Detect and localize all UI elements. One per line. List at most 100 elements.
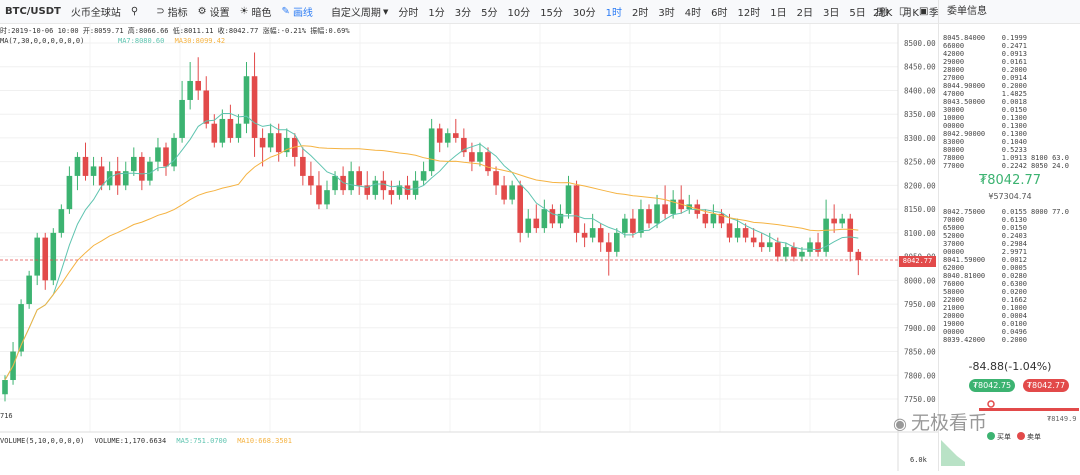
order-book-row[interactable]: 77000 0.2242 8050 24.0 (943, 162, 1069, 170)
candle-body (444, 133, 451, 143)
interval-tab[interactable]: 3时 (658, 8, 675, 19)
order-qty: 0.0012 (1001, 256, 1027, 264)
interval-tab[interactable]: 1分 (428, 8, 445, 19)
order-book-row[interactable]: 8041.59000 0.0012 (943, 256, 1027, 264)
depth-chart (941, 400, 1079, 466)
interval-tab[interactable]: 2日 (796, 8, 814, 19)
interval-tab[interactable]: 30分 (572, 8, 596, 19)
candle-body (66, 175, 73, 210)
candle-body (807, 242, 813, 252)
interval-tab[interactable]: 12时 (737, 8, 761, 19)
chart-area[interactable]: 8500.00 8450.00 8400.00 8350.00 8300.00 8250.… (0, 24, 938, 471)
order-book-row[interactable]: 42000 0.0913 (943, 50, 1027, 58)
order-price: 83000 (943, 138, 965, 146)
interval-tab[interactable]: 分时 (398, 8, 419, 19)
order-book-row[interactable]: 65000 0.0150 (943, 224, 1027, 232)
custom-period-dropdown[interactable]: 自定义周期 ▼ (330, 7, 389, 20)
order-book-row[interactable]: 47000 1.4825 (943, 90, 1027, 98)
sell-price-button[interactable]: ₮8042.77 (1023, 379, 1069, 392)
order-book-row[interactable]: 21000 0.1000 (943, 304, 1027, 312)
order-book-row[interactable]: 80000 0.5233 (943, 146, 1027, 154)
candlestick-chart[interactable]: 8500.00 8450.00 8400.00 8350.00 8300.00 8250.… (0, 24, 938, 471)
candle-body (622, 218, 628, 233)
pair-label[interactable]: BTC/USDT (5, 6, 61, 17)
sell-legend-dot (1017, 432, 1025, 440)
order-book-row[interactable]: 8042.90000 0.1300 (943, 130, 1027, 138)
interval-tab[interactable]: 6时 (711, 8, 728, 19)
candle-body (726, 223, 733, 238)
order-book-row[interactable]: 66000 0.2471 (943, 42, 1027, 50)
indicator-button[interactable]: ⊃ 指标 (156, 6, 188, 19)
order-book-row[interactable]: 37000 0.2984 (943, 240, 1027, 248)
buy-price-button[interactable]: ₮8042.75 (969, 379, 1015, 392)
order-qty: 0.6130 (1001, 216, 1027, 224)
order-book-panel: 委单信息 8045.84000 0.1999 66000 0.2471 42000 0.0… (938, 0, 1080, 471)
order-book-row[interactable]: 8044.90000 0.2000 (943, 82, 1027, 90)
interval-tab[interactable]: 3分 (454, 8, 472, 19)
order-price: 8042.90000 (943, 130, 986, 138)
order-qty: 0.0161 (1001, 58, 1027, 66)
candle-body (453, 133, 459, 138)
candle-body (750, 237, 757, 243)
order-qty: 0.2471 (1001, 42, 1027, 50)
fullscreen-icon[interactable]: ▣ (919, 6, 929, 17)
order-book-row[interactable]: 78000 1.0913 8100 63.0 (943, 154, 1069, 162)
order-book-row[interactable]: 00000 0.1300 (943, 122, 1027, 130)
order-book-row[interactable]: 10000 0.1300 (943, 114, 1027, 122)
candle-body (630, 218, 636, 233)
interval-tab[interactable]: 周K (875, 8, 893, 19)
order-book-row[interactable]: 8042.75000 0.0155 8000 77.0 (943, 208, 1069, 216)
theme-button[interactable]: ☀ 暗色 (239, 6, 272, 19)
candle-body (412, 180, 419, 195)
order-book-row[interactable]: 83000 0.1040 (943, 138, 1027, 146)
interval-tab[interactable]: 1时 (605, 8, 623, 19)
y-tick-label: 8200.00 (904, 181, 936, 190)
interval-tab[interactable]: 月K (902, 8, 919, 19)
candle-body (171, 137, 177, 167)
order-book-row[interactable]: 52000 0.2403 (943, 232, 1027, 240)
order-book-row[interactable]: 19000 0.0100 (943, 320, 1027, 328)
order-price: 62000 (943, 264, 965, 272)
order-book-row[interactable]: 00000 2.9971 (943, 248, 1027, 256)
candle-body (525, 218, 532, 233)
order-book-row[interactable]: 70000 0.6130 (943, 216, 1027, 224)
order-book-row[interactable]: 22000 0.1662 (943, 296, 1027, 304)
candle-body (114, 171, 121, 186)
order-book-row[interactable]: 62000 0.0005 (943, 264, 1027, 272)
order-book-row[interactable]: 30000 0.0150 (943, 106, 1027, 114)
order-book-row[interactable]: 8045.84000 0.1999 (943, 34, 1027, 42)
order-book-row[interactable]: 00000 0.0496 (943, 328, 1027, 336)
interval-tab[interactable]: 5日 (849, 8, 866, 19)
order-book-row[interactable]: 8040.81000 0.0280 (943, 272, 1027, 280)
order-book-row[interactable]: 76000 0.6300 (943, 280, 1027, 288)
search-icon[interactable]: ⚲ (130, 6, 139, 17)
interval-tab[interactable]: 1日 (770, 8, 787, 19)
order-book-row[interactable]: 8043.50000 0.0018 (943, 98, 1027, 106)
y-tick-label: 8350.00 (904, 110, 936, 119)
interval-tab[interactable]: 3日 (823, 8, 840, 19)
interval-tab[interactable]: 季K (924, 4, 951, 19)
settings-button[interactable]: ⚙ 设置 (197, 6, 230, 19)
interval-tab[interactable]: 10分 (507, 8, 531, 19)
watermark: ◉ 无极看币 (893, 412, 987, 434)
order-price: 8039.42000 (943, 336, 986, 344)
interval-tab[interactable]: 5分 (481, 8, 498, 19)
camera-icon[interactable]: □ (899, 6, 909, 17)
candle-body (614, 232, 620, 252)
candle-body (267, 133, 274, 148)
refresh-rate[interactable]: 2秒 (873, 8, 890, 19)
interval-tab[interactable]: 15分 (540, 8, 563, 19)
interval-tab[interactable]: 2时 (632, 8, 649, 19)
draw-button[interactable]: ✎ 画线 (281, 6, 313, 19)
candle-body (654, 204, 660, 224)
order-price: 70000 (943, 216, 965, 224)
order-book-row[interactable]: 29000 0.0161 (943, 58, 1027, 66)
order-book-row[interactable]: 27000 0.0914 (943, 74, 1027, 82)
order-book-row[interactable]: 20000 0.0004 (943, 312, 1027, 320)
order-book-row[interactable]: 28000 0.2000 (943, 66, 1027, 74)
interval-tab[interactable]: 4时 (684, 8, 702, 19)
order-book-row[interactable]: 8039.42000 0.2000 (943, 336, 1027, 344)
candle-body (831, 218, 837, 224)
y-tick-label: 7750.00 (904, 395, 936, 404)
order-book-row[interactable]: 58000 0.0200 (943, 288, 1027, 296)
